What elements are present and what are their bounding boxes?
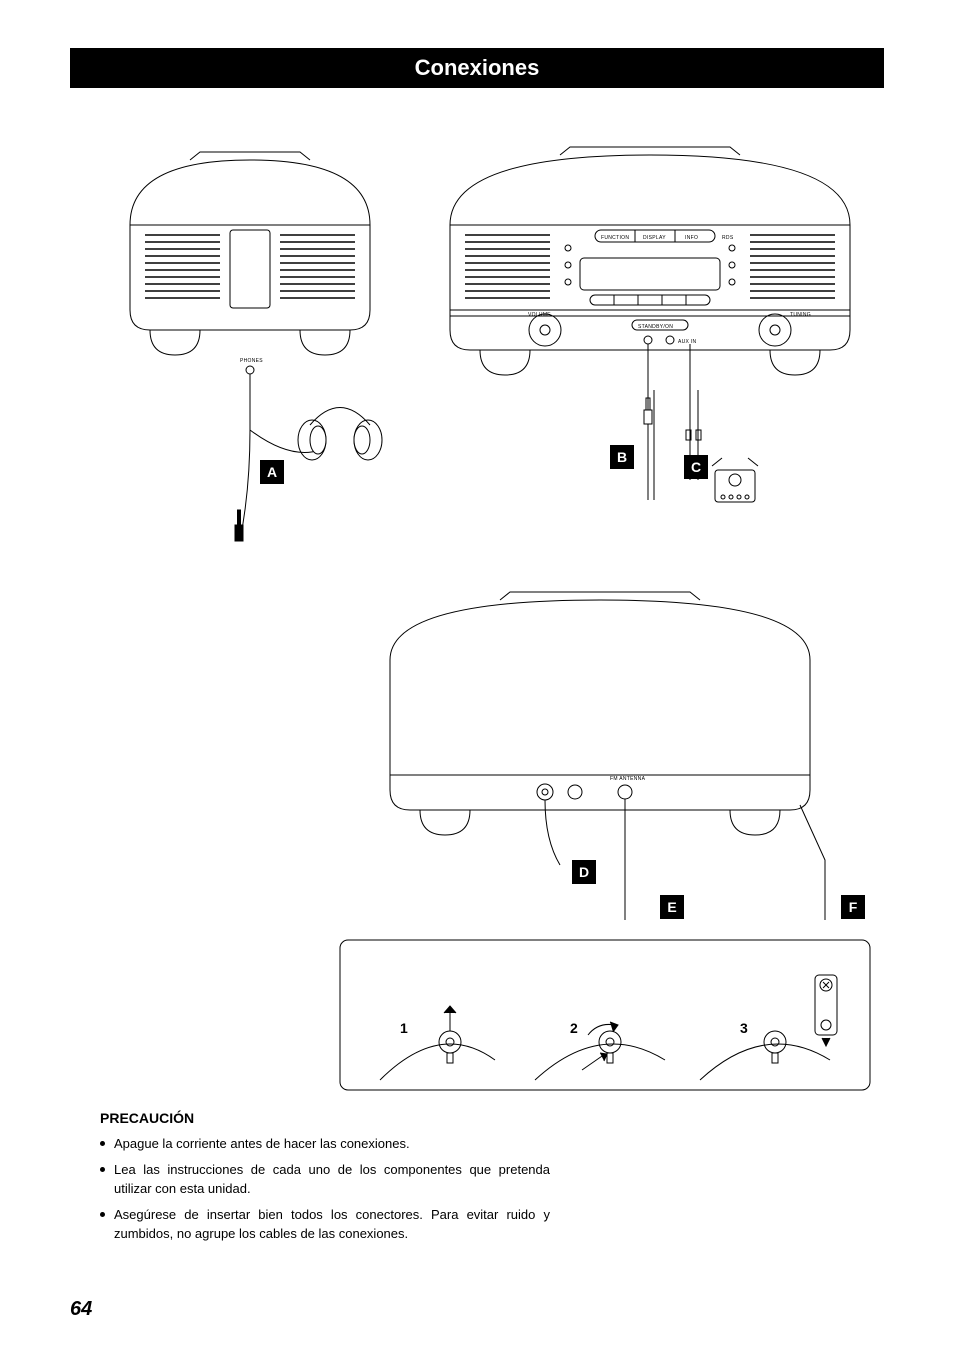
svg-text:INFO: INFO [685,235,698,241]
label-a: A [260,460,284,484]
label-e: E [660,895,684,919]
svg-text:DISPLAY: DISPLAY [643,235,666,241]
caution-block: PRECAUCIÓN Apague la corriente antes de … [100,1110,550,1250]
caution-item: Asegúrese de insertar bien todos los con… [100,1205,550,1244]
label-d: D [572,860,596,884]
device-left-diagram: PHONES [90,130,410,550]
device-right-diagram: FUNCTION DISPLAY INFO RDS VOLUME TUNING … [430,130,870,550]
svg-text:AUX IN: AUX IN [678,339,697,345]
svg-text:FUNCTION: FUNCTION [601,235,629,241]
svg-text:RDS: RDS [722,235,734,241]
label-c: C [684,455,708,479]
caution-item: Lea las instrucciones de cada uno de los… [100,1160,550,1199]
phones-label: PHONES [240,358,263,364]
caution-heading: PRECAUCIÓN [100,1110,550,1126]
step-2: 2 [570,1020,578,1036]
svg-text:FM ANTENNA: FM ANTENNA [610,776,646,782]
section-title: Conexiones [70,48,884,88]
svg-text:STANDBY/ON: STANDBY/ON [638,324,673,330]
figures-area: PHONES A [70,120,884,1100]
page-number: 64 [70,1298,92,1321]
label-f: F [841,895,865,919]
step-3: 3 [740,1020,748,1036]
caution-item: Apague la corriente antes de hacer las c… [100,1134,550,1154]
label-b: B [610,445,634,469]
svg-text:TUNING: TUNING [790,312,811,318]
svg-text:VOLUME: VOLUME [528,312,551,318]
step-1: 1 [400,1020,408,1036]
